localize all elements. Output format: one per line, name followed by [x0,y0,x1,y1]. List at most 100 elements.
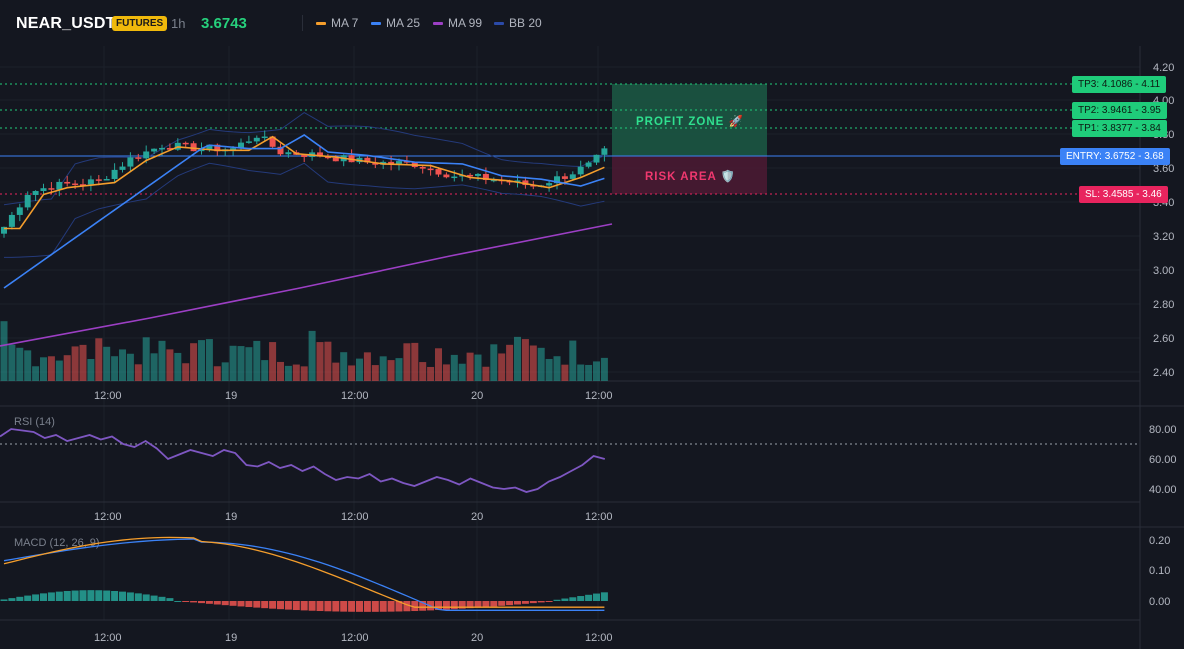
volume-bar [419,362,427,381]
volume-bar [403,343,411,381]
volume-bar [387,360,395,381]
volume-bar [71,346,79,381]
volume-bar [308,330,316,381]
candle-body [261,136,268,139]
legend-bb20[interactable]: BB 20 [494,16,542,30]
volume-bar [95,338,103,381]
legend-ma7[interactable]: MA 7 [316,16,358,30]
candle-body [451,176,458,179]
candle-body [64,181,71,184]
volume-bar [16,347,24,381]
macd-hist-bar [332,601,340,612]
volume-bar [134,364,142,381]
volume-bar [8,344,16,381]
volume-bar [198,340,205,381]
volume-bar [261,360,269,381]
legend-ma25-label: MA 25 [386,16,421,30]
candle-body [245,141,252,143]
macd-hist-bar [229,601,237,606]
macd-hist-bar [134,593,142,601]
volume-bar [292,364,300,381]
candle-body [317,152,323,157]
macd-hist-bar [40,593,47,601]
bb20-swatch [494,21,504,25]
macd-hist-bar [24,595,32,601]
volume-bar [229,345,237,381]
macd-hist-bar [316,601,324,612]
candle-body [467,174,474,177]
legend-ma25[interactable]: MA 25 [371,16,420,30]
candle-body [324,156,331,159]
macd-hist-bar [450,601,458,610]
volume-bar [119,349,126,381]
legend-ma99[interactable]: MA 99 [433,16,482,30]
candle-body [364,157,371,163]
timeframe-label[interactable]: 1h [171,16,186,31]
macd-hist-bar [348,601,356,612]
candle-body [135,157,142,159]
macd-hist-bar [521,601,529,604]
ma25-swatch [371,21,381,25]
volume-bar [553,356,561,381]
macd-hist-bar [261,601,269,609]
volume-bar [174,352,182,381]
entry-label: ENTRY: 3.6752 [1066,151,1136,162]
ma7-line [4,135,605,230]
candle-body [151,148,158,152]
macd-hist-bar [379,601,387,612]
macd-hist-bar [514,601,521,605]
candlesticks [1,130,608,238]
tp2-tag: TP2: 3.9461 - 3.95 [1072,102,1167,119]
time-tick: 12:00 [341,390,369,402]
candle-body [601,148,608,155]
volume-bars [0,321,608,381]
symbol-name[interactable]: NEAR_USDT [16,15,116,32]
volume-bar [498,353,506,381]
candle-body [80,184,86,186]
moving-averages [0,134,613,347]
candle-body [198,149,205,152]
candle-body [119,166,126,170]
time-tick: 19 [225,511,237,523]
macd-histogram [0,590,608,612]
candle-body [111,169,118,179]
time-tick: 12:00 [585,511,613,523]
volume-bar [0,321,8,381]
volume-bar [300,366,308,381]
volume-bar [600,357,608,381]
volume-bar [466,352,474,381]
candle-body [269,136,276,147]
macd-hist-bar [466,601,474,609]
candle-body [206,144,213,150]
candle-body [56,181,63,190]
tp3-tag: TP3: 4.1086 - 4.11 [1072,76,1167,93]
time-tick: 12:00 [341,632,369,644]
risk-zone [612,156,767,194]
macd-hist-bar [324,601,332,612]
volume-bar [150,353,158,381]
candle-body [8,214,15,227]
macd-hist-bar [55,591,63,601]
macd-hist-bar [47,592,55,601]
macd-signal-line [3,536,605,608]
macd-line [3,538,605,611]
candle-body [48,188,55,190]
volume-bar [284,365,292,381]
candle-body [127,157,134,167]
time-tick: 12:00 [94,511,122,523]
candle-body [577,166,584,175]
time-tick: 12:00 [94,632,122,644]
volume-bar [395,358,403,381]
risk-zone-label: RISK AREA 🛡️ [645,169,736,183]
macd-hist-bar [237,601,245,607]
macd-hist-bar [198,601,205,604]
entry-tag: ENTRY: 3.6752 - 3.68 [1060,148,1170,165]
volume-bar [253,340,261,381]
candle-body [285,152,292,155]
macd-hist-bar [158,596,166,601]
ma99-swatch [433,21,443,25]
macd-hist-bar [403,601,411,612]
candle-body [87,179,94,185]
profit-zone [612,84,767,156]
